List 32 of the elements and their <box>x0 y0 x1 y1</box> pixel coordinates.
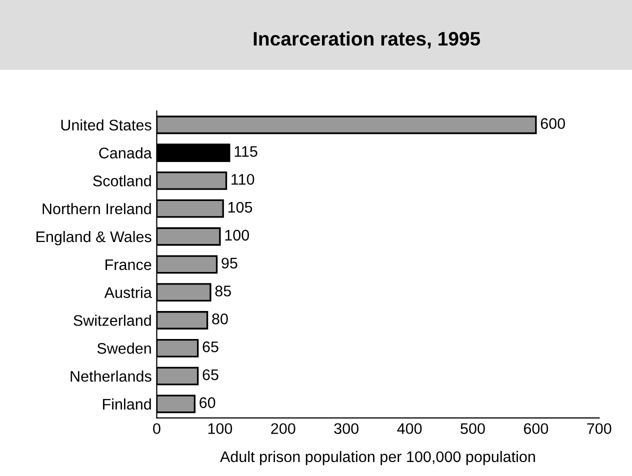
data-label: 60 <box>200 397 216 408</box>
data-label: 80 <box>212 314 228 324</box>
data-label: 600 <box>540 118 565 129</box>
y-tick-label: Canada <box>99 147 152 158</box>
data-label: 105 <box>228 202 252 213</box>
data-label: 95 <box>222 258 238 269</box>
y-tick-label: Austria <box>104 286 152 298</box>
y-tick-label: England & Wales <box>36 230 152 246</box>
y-tick-label: Northern Ireland <box>42 203 151 214</box>
y-tick-label: Scotland <box>93 175 151 186</box>
data-label: 115 <box>234 146 258 157</box>
x-tick-label: 0 <box>153 423 160 434</box>
data-label: 100 <box>225 230 249 241</box>
y-tick-label: Netherlands <box>70 370 152 382</box>
data-label: 65 <box>202 341 218 352</box>
x-tick-label: 500 <box>460 423 485 434</box>
y-tick-label: United States <box>61 119 152 131</box>
x-tick-label: 100 <box>208 423 232 434</box>
x-tick-label: 300 <box>334 423 358 434</box>
data-label: 65 <box>202 369 218 380</box>
y-tick-label: Sweden <box>97 342 151 354</box>
y-tick-label: France <box>106 259 152 270</box>
x-tick-label: 600 <box>524 423 548 434</box>
x-tick-label: 400 <box>397 423 422 434</box>
y-tick-label: Switzerland <box>74 314 151 326</box>
chart-title: Incarceration rates, 1995 <box>254 31 480 48</box>
data-label: 85 <box>215 286 231 296</box>
y-tick-label: Finland <box>103 398 151 410</box>
x-axis-title: Adult prison population per 100,000 population <box>220 450 535 466</box>
data-label: 110 <box>232 174 254 185</box>
x-tick-label: 700 <box>587 423 612 434</box>
x-tick-label: 200 <box>271 423 296 434</box>
